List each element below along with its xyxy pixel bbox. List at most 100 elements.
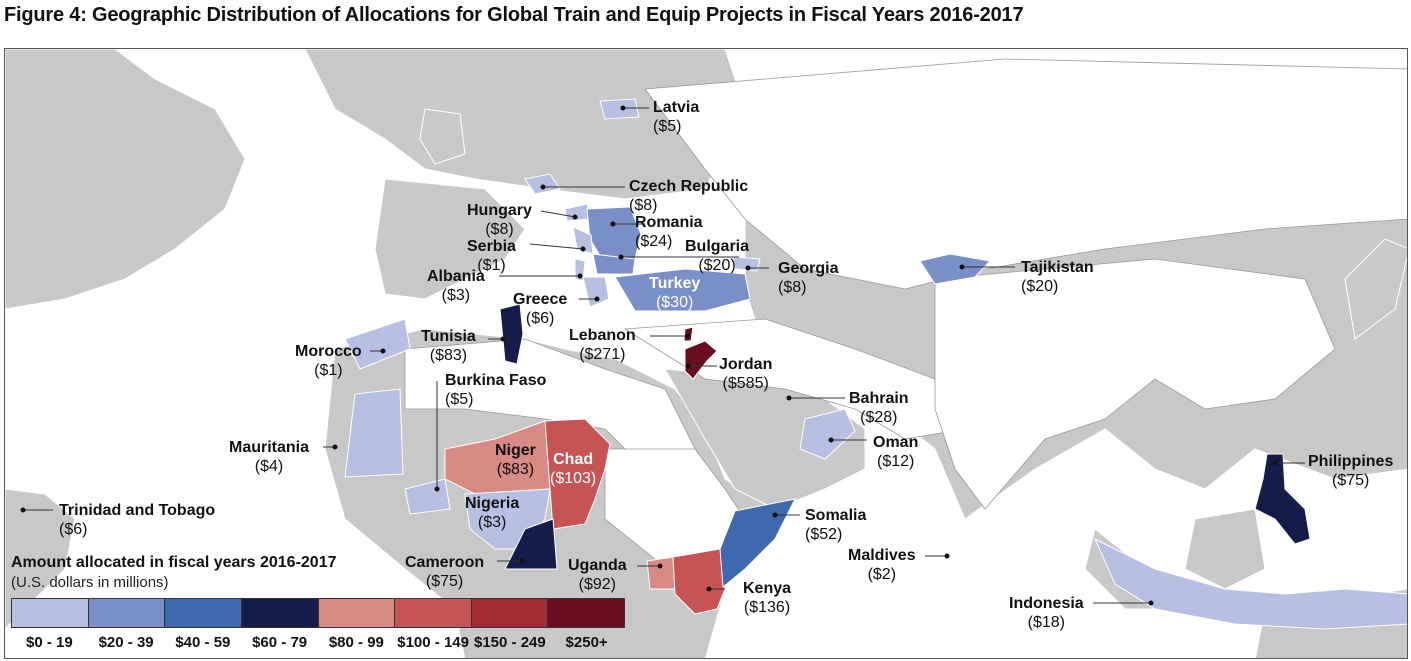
land-borneo [1184,508,1266,590]
label-amount: ($3) [477,514,507,531]
legend-label: $40 - 59 [175,634,231,651]
label-kenya: Kenya ($136) [743,579,791,617]
dot-georgia [745,265,751,271]
dot-mauritania [332,444,338,450]
label-name: Lebanon [569,327,636,344]
label-amount: ($92) [578,576,617,593]
country-morocco [344,318,411,370]
country-hungary [564,203,591,222]
label-amount: ($18) [1027,614,1066,631]
label-name: Chad [553,451,594,468]
label-name: Bulgaria [685,238,750,255]
dot-albania [577,273,583,279]
dot-serbia [580,246,586,252]
location-dots [20,105,1278,606]
land-iberia-france [374,178,526,300]
legend-label: $250+ [565,634,608,651]
legend-subtitle: (U.S. dollars in millions) [11,574,169,591]
label-name: Tunisia [421,328,476,345]
dot-oman [828,437,834,443]
label-somalia: Somalia ($52) [805,506,866,544]
country-czech [524,173,561,195]
legend-swatch-150-249 [471,599,549,627]
label-name: Mauritania [229,439,310,456]
label-name: Hungary [467,202,532,219]
label-cameroon: Cameroon ($75) [405,553,484,591]
label-name: Burkina Faso [445,372,547,389]
label-amount: ($8) [778,279,807,296]
label-name: Albania [427,268,485,285]
label-name: Czech Republic [629,178,749,195]
label-amount: ($1) [314,362,343,379]
dot-cameroon [519,558,525,564]
label-amount: ($75) [425,573,464,590]
legend-swatch-250-plus [548,599,624,627]
legend-label: $80 - 99 [328,634,384,651]
label-name: Somalia [805,507,867,524]
label-hungary: Hungary ($8) [467,201,532,239]
label-name: Morocco [295,343,362,360]
legend-color-scale [11,598,625,628]
legend-swatch-80-99 [318,599,396,627]
label-greece: Greece ($6) [513,290,567,328]
label-indonesia: Indonesia ($18) [1009,594,1084,632]
label-trinidad-and-tobago: Trinidad and Tobago ($6) [59,501,215,539]
label-amount: ($12) [876,453,915,470]
country-indonesia [1093,537,1407,630]
label-name: Philippines [1308,453,1394,470]
legend-swatch-40-59 [165,599,242,627]
leader-lines [23,107,1305,604]
label-tajikistan: Tajikistan ($20) [1021,258,1094,296]
legend-label: $0 - 19 [26,634,73,651]
dot-philippines [1272,460,1278,466]
label-amount: ($6) [59,521,88,538]
country-cameroon [504,518,558,570]
dot-uganda [657,563,663,569]
label-albania: Albania ($3) [427,267,485,305]
label-name: Kenya [743,580,792,597]
label-name: Oman [873,434,919,451]
dot-bulgaria [618,254,624,260]
dot-latvia [620,105,626,111]
label-tunisia: Tunisia ($83) [421,327,476,365]
legend-label: $20 - 39 [98,634,154,651]
label-bahrain: Bahrain ($28) [849,389,909,427]
dot-burkina [434,486,440,492]
label-amount: ($1) [477,257,506,274]
neutral-land [404,58,1407,570]
country-philippines [1254,453,1311,545]
dot-trinidad [20,507,26,513]
label-amount: ($585) [722,375,769,392]
country-mauritania [344,388,404,478]
label-name: Latvia [653,99,700,116]
legend: Amount allocated in fiscal years 2016-20… [11,554,631,651]
label-amount: ($103) [550,470,597,487]
country-greece [582,276,610,308]
country-chad [544,418,611,530]
dot-tajikistan [959,264,965,270]
legend-swatch-0-19 [12,599,89,627]
legend-swatch-100-149 [395,599,472,627]
country-somalia [719,498,796,588]
dot-jordan [685,363,691,369]
figure-title: Figure 4: Geographic Distribution of All… [4,4,1024,26]
dot-indonesia [1148,600,1154,606]
label-name: Bahrain [849,390,909,407]
dot-czech [540,184,546,190]
label-amount: ($20) [1021,278,1059,295]
label-name: Trinidad and Tobago [59,502,216,519]
dot-greece [594,296,600,302]
label-nigeria: Nigeria ($3) [465,494,519,532]
label-name: Jordan [719,356,773,373]
label-morocco: Morocco ($1) [295,342,362,380]
label-lebanon: Lebanon ($271) [569,326,636,364]
label-amount: ($3) [441,287,471,304]
map-panel: Latvia ($5) Czech Republic ($8) Hungary … [4,48,1408,659]
dot-hungary [572,214,578,220]
country-oman [799,408,856,460]
label-chad: Chad ($103) [550,450,596,488]
label-amount: ($20) [698,257,736,274]
legend-label: $60 - 79 [252,634,308,651]
label-amount: ($24) [635,233,673,250]
legend-label: $100 - 149 [397,634,469,651]
